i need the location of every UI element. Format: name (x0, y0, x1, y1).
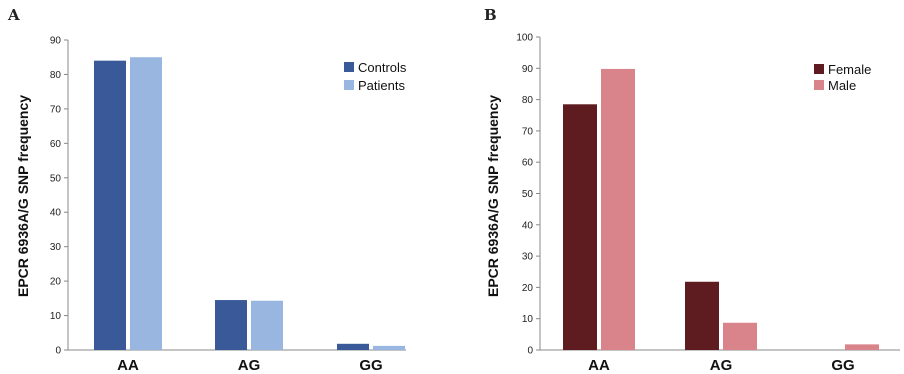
legend-swatch-controls (344, 62, 354, 72)
legend-swatch-male (814, 80, 824, 90)
y-tick-label: 50 (522, 189, 534, 200)
y-tick-label: 90 (522, 64, 534, 75)
y-tick-label: 70 (50, 104, 62, 115)
y-tick-label: 40 (50, 208, 62, 219)
legend-label-controls: Controls (358, 60, 407, 75)
y-tick-label: 10 (522, 314, 534, 325)
bar-female-ag (685, 281, 719, 350)
y-tick-label: 60 (522, 158, 534, 169)
category-label-gg: GG (359, 357, 382, 374)
y-tick-label: 80 (50, 70, 62, 81)
panel-a-bars (94, 57, 405, 351)
bar-patients-gg (373, 345, 405, 350)
y-tick-label: 50 (50, 173, 62, 184)
legend-swatch-female (814, 64, 824, 74)
y-tick-label: 30 (522, 252, 534, 263)
bar-male-ag (723, 322, 757, 350)
y-tick-label: 70 (522, 126, 534, 137)
legend-label-female: Female (828, 62, 871, 77)
panel-b-legend: Female Male (814, 62, 871, 93)
panel-a-y-axis-label: EPCR 6936A/G SNP frequency (15, 95, 31, 297)
y-tick-label: 90 (50, 36, 62, 47)
category-label-aa: AA (588, 357, 610, 374)
y-tick-label: 30 (50, 242, 62, 253)
y-tick-label: 0 (527, 346, 533, 357)
y-tick-label: 20 (522, 283, 534, 294)
panel-a-y-ticks: 0 10 20 30 40 50 60 70 80 90 (50, 36, 68, 357)
y-tick-label: 10 (50, 311, 62, 322)
panel-b-bars (563, 68, 879, 351)
y-tick-label: 60 (50, 139, 62, 150)
legend-label-male: Male (828, 78, 856, 93)
bar-patients-ag (251, 300, 283, 350)
panel-b: B EPCR 6936A/G SNP frequency 0 10 20 30 40 50… (484, 6, 900, 374)
bar-patients-aa (130, 57, 162, 350)
bar-female-aa (563, 104, 597, 350)
panel-a: A EPCR 6936A/G SNP frequency 0 10 20 30 40 50… (7, 6, 407, 374)
panel-b-y-axis-label: EPCR 6936A/G SNP frequency (485, 95, 501, 297)
bar-male-gg (845, 344, 879, 350)
panel-a-legend: Controls Patients (344, 60, 407, 93)
legend-label-patients: Patients (358, 78, 405, 93)
category-label-aa: AA (117, 357, 139, 374)
bar-controls-gg (337, 343, 369, 350)
category-label-ag: AG (710, 357, 733, 374)
category-label-ag: AG (238, 357, 261, 374)
y-tick-label: 100 (516, 33, 533, 44)
y-tick-label: 20 (50, 277, 62, 288)
bar-controls-aa (94, 60, 126, 351)
y-tick-label: 80 (522, 95, 534, 106)
category-label-gg: GG (831, 357, 854, 374)
y-tick-label: 40 (522, 220, 534, 231)
bar-male-aa (601, 68, 635, 351)
y-tick-label: 0 (55, 346, 61, 357)
panel-a-categories: AA AG GG (117, 357, 383, 374)
panel-b-y-ticks: 0 10 20 30 40 50 60 70 80 90 100 (516, 33, 540, 357)
legend-swatch-patients (344, 80, 354, 90)
bar-controls-ag (215, 300, 247, 350)
panel-b-letter: B (484, 6, 497, 24)
panel-a-letter: A (7, 6, 20, 24)
panel-b-categories: AA AG GG (588, 357, 855, 374)
